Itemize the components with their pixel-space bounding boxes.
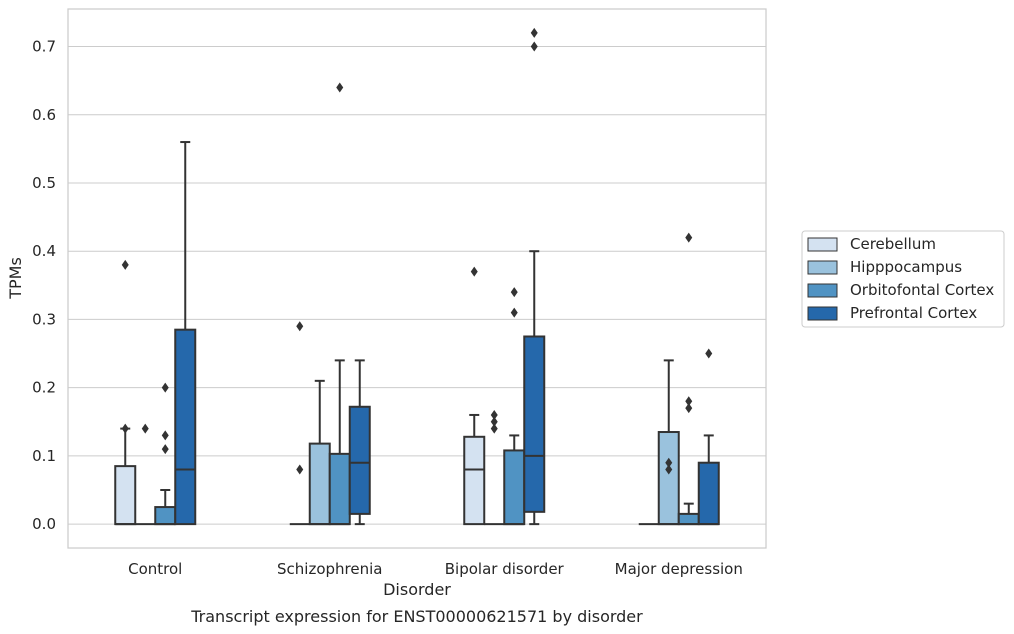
legend-label: Prefrontal Cortex (850, 304, 977, 322)
outlier-point (685, 403, 693, 414)
y-tick-label: 0.1 (32, 447, 56, 465)
legend-swatch (807, 237, 838, 252)
chart-caption: Transcript expression for ENST0000062157… (190, 607, 643, 626)
box (174, 141, 197, 526)
legend-label: Orbitofontal Cortex (850, 281, 994, 299)
outlier-point (530, 41, 538, 52)
box-body (677, 512, 700, 526)
box-group (638, 232, 720, 526)
y-tick-label: 0.6 (32, 106, 56, 124)
box (114, 259, 137, 526)
outlier-point (665, 464, 673, 475)
outlier-point (121, 259, 129, 270)
x-tick-label: Schizophrenia (277, 560, 382, 578)
outlier-point (470, 266, 478, 277)
outlier-point (510, 287, 518, 298)
box (308, 379, 331, 526)
x-tick-label: Control (128, 560, 182, 578)
y-tick-labels: 0.0 0.1 0.2 0.3 0.4 0.5 0.6 0.7 (32, 38, 56, 534)
x-tick-label: Bipolar disorder (445, 560, 565, 578)
legend-label: Hipppocampus (850, 258, 962, 276)
box (523, 27, 546, 526)
y-tick-label: 0.0 (32, 515, 56, 533)
box-body (463, 435, 486, 526)
outlier-point (530, 27, 538, 38)
box-body (114, 465, 137, 526)
box (348, 359, 371, 526)
outlier-point (490, 423, 498, 434)
box-body (174, 328, 197, 526)
box-body (308, 442, 331, 526)
box (463, 266, 486, 526)
outlier-point (141, 423, 149, 434)
y-axis-label: TPMs (6, 257, 25, 300)
legend-swatch (807, 306, 838, 321)
outlier-point (336, 82, 344, 93)
box-body (503, 449, 526, 526)
box-body (657, 431, 680, 526)
outlier-point (490, 409, 498, 420)
outlier-point (161, 444, 169, 455)
outlier-point (510, 307, 518, 318)
plot-frame (67, 8, 767, 549)
box (657, 359, 680, 526)
y-tick-label: 0.2 (32, 379, 56, 397)
y-tick-label: 0.3 (32, 310, 56, 328)
outlier-point (685, 232, 693, 243)
outlier-point (296, 464, 304, 475)
legend-swatch (807, 283, 838, 298)
box (135, 423, 156, 526)
box-body (328, 452, 351, 526)
box (484, 409, 505, 526)
outlier-point (121, 423, 129, 434)
box-group (289, 82, 371, 526)
y-tick-label: 0.4 (32, 242, 56, 260)
box-body (154, 506, 177, 526)
y-tick-label: 0.5 (32, 174, 56, 192)
outlier-point (490, 416, 498, 427)
box (154, 382, 177, 526)
legend-frame (801, 230, 1005, 328)
x-tick-label: Major depression (615, 560, 743, 578)
box-body (697, 461, 720, 526)
legend: Cerebellum Hipppocampus Orbitofontal Corte… (801, 230, 1005, 328)
x-axis-label: Disorder (383, 580, 451, 599)
box-body (523, 335, 546, 513)
box-group (114, 141, 197, 526)
y-tick-label: 0.7 (32, 38, 56, 56)
box (289, 321, 310, 526)
legend-swatch (807, 260, 838, 275)
box-body (348, 405, 371, 515)
outlier-point (665, 457, 673, 468)
box (697, 348, 720, 526)
outlier-point (705, 348, 713, 359)
outlier-point (161, 382, 169, 393)
legend-label: Cerebellum (850, 235, 936, 253)
outlier-point (685, 396, 693, 407)
outlier-point (296, 321, 304, 332)
box-group (463, 27, 546, 526)
outlier-point (161, 430, 169, 441)
x-tick-labels: Control Schizophrenia Bipolar disorder Majo… (128, 560, 743, 578)
box-groups (114, 27, 720, 526)
